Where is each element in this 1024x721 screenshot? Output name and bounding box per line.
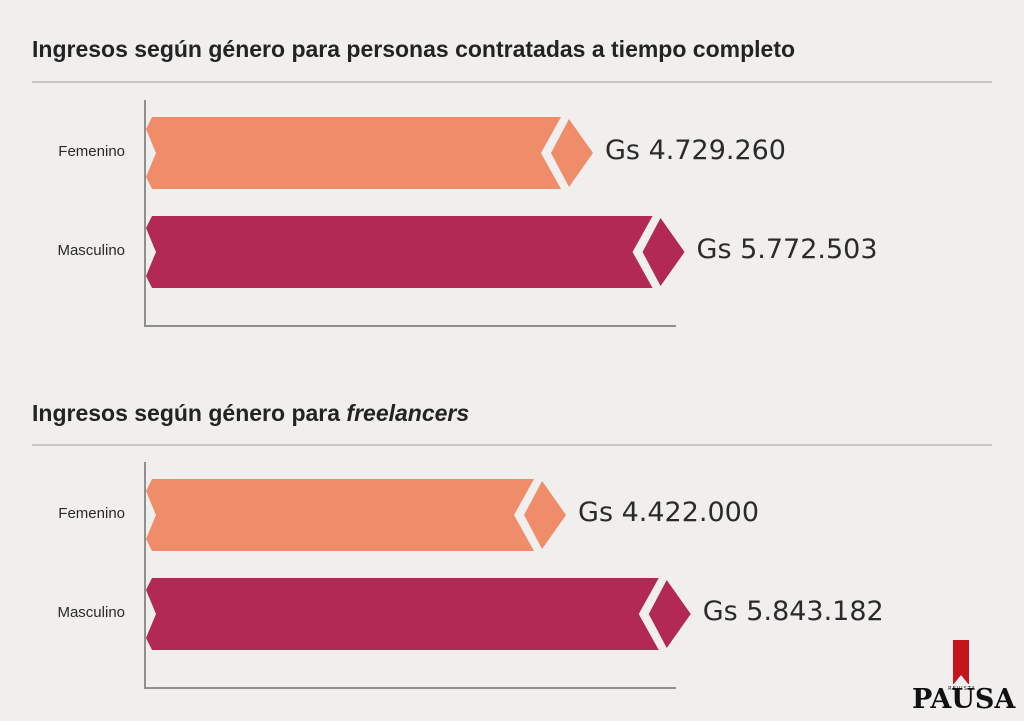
bar-femenino — [146, 117, 593, 189]
logo-wordmark: PAUSA — [912, 684, 1016, 715]
chart-title: Ingresos según género para freelancers — [32, 400, 470, 426]
value-label-masculino: Gs 5.772.503 — [696, 234, 878, 265]
category-label-masculino: Masculino — [57, 242, 125, 259]
bar-body — [146, 216, 653, 288]
bar-body — [146, 479, 535, 551]
x-axis-line — [144, 687, 676, 689]
value-label-masculino: Gs 5.843.182 — [702, 596, 884, 627]
y-axis-line — [144, 462, 146, 688]
logo-small-text: REVISTA — [948, 686, 976, 692]
logo-mark — [953, 640, 969, 685]
bar-body — [146, 117, 561, 189]
bar-tip — [551, 119, 593, 187]
category-label-femenino: Femenino — [58, 505, 125, 522]
bar-femenino — [146, 479, 567, 551]
chart-title: Ingresos según género para personas cont… — [32, 36, 796, 62]
bars-svg — [146, 117, 685, 288]
value-label-femenino: Gs 4.729.260 — [605, 135, 786, 166]
bar-body — [146, 578, 659, 650]
bar-tip — [524, 481, 567, 549]
value-label-femenino: Gs 4.422.000 — [578, 497, 760, 528]
title-divider — [32, 81, 992, 83]
bar-tip — [648, 580, 691, 648]
y-axis-line — [144, 100, 146, 326]
title-divider — [32, 444, 992, 446]
bar-masculino — [146, 216, 685, 288]
bar-tip — [642, 218, 685, 286]
bar-masculino — [146, 578, 691, 650]
category-label-masculino: Masculino — [57, 604, 125, 621]
x-axis-line — [144, 325, 676, 327]
pausa-logo: REVISTA PAUSA — [912, 640, 1016, 715]
category-label-femenino: Femenino — [58, 143, 125, 160]
